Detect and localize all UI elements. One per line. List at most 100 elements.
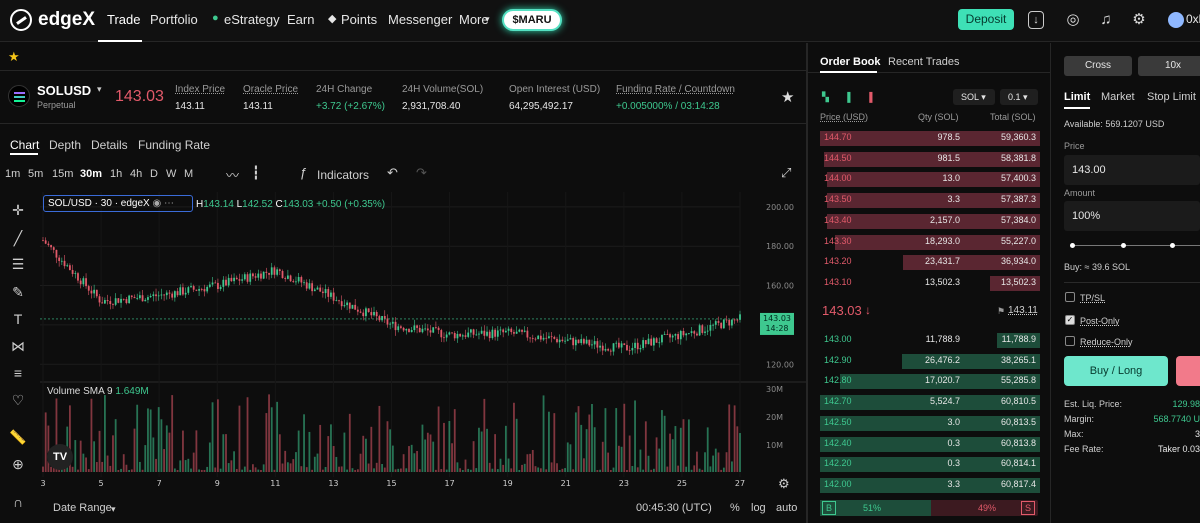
account-address[interactable]: 0xl bbox=[1186, 12, 1200, 26]
percent-toggle[interactable]: % bbox=[730, 502, 740, 514]
tradingview-logo[interactable]: TV bbox=[47, 444, 73, 470]
ask-row[interactable]: 143.10 13,502.3 13,502.3 bbox=[820, 275, 1040, 291]
chart-settings-icon[interactable]: ⚙ bbox=[778, 476, 790, 491]
symbol-dropdown-icon[interactable]: ▾ bbox=[97, 84, 102, 94]
nav-estrategy[interactable]: eStrategy bbox=[224, 12, 280, 27]
favorite-star-icon[interactable]: ★ bbox=[781, 89, 795, 106]
reduce-only-checkbox[interactable] bbox=[1065, 336, 1075, 346]
zoom-icon[interactable]: ⊕ bbox=[12, 456, 24, 472]
tpsl-checkbox[interactable] bbox=[1065, 292, 1075, 302]
tab-limit[interactable]: Limit bbox=[1064, 91, 1091, 103]
asset-select[interactable]: SOL ▾ bbox=[953, 89, 995, 105]
heart-icon[interactable]: ♡ bbox=[11, 392, 25, 408]
nav-earn[interactable]: Earn bbox=[287, 12, 315, 27]
amount-slider[interactable] bbox=[1072, 245, 1200, 246]
eye-icon[interactable]: ◉ ⋯ bbox=[152, 198, 175, 209]
bid-row[interactable]: 142.70 5,524.7 60,810.5 bbox=[820, 394, 1040, 411]
tf-d[interactable]: D bbox=[150, 168, 158, 180]
crosshair-icon[interactable]: ✛ bbox=[12, 202, 24, 218]
function-icon[interactable]: ƒ bbox=[300, 165, 308, 180]
deposit-button[interactable]: Deposit bbox=[958, 9, 1014, 30]
trendline-icon[interactable]: ╱ bbox=[13, 230, 23, 246]
candles-icon[interactable]: ┇ bbox=[252, 165, 260, 180]
volume-bar bbox=[483, 398, 486, 472]
magnet-icon[interactable]: ∩ bbox=[12, 494, 24, 510]
tab-order-book[interactable]: Order Book bbox=[820, 56, 881, 68]
nav-messenger[interactable]: Messenger bbox=[388, 12, 453, 27]
book-both-icon[interactable]: ▚ bbox=[822, 92, 829, 102]
ask-row[interactable]: 144.50 981.5 58,381.8 bbox=[820, 151, 1040, 167]
leverage-button[interactable]: 10x bbox=[1138, 56, 1200, 76]
tab-funding-rate[interactable]: Funding Rate bbox=[138, 138, 211, 152]
amount-input[interactable]: 100% bbox=[1064, 201, 1200, 231]
tf-1h[interactable]: 1h bbox=[110, 168, 123, 180]
sell-short-button[interactable] bbox=[1176, 356, 1200, 386]
maru-promo-button[interactable]: $MARU bbox=[502, 9, 562, 31]
tab-recent-trades[interactable]: Recent Trades bbox=[888, 56, 960, 68]
slider-dot[interactable] bbox=[1070, 243, 1075, 248]
logo[interactable]: edgeX bbox=[10, 9, 95, 31]
nav-trade[interactable]: Trade bbox=[107, 12, 141, 27]
post-only-checkbox[interactable]: ✓ bbox=[1065, 315, 1075, 325]
text-icon[interactable]: T bbox=[13, 311, 23, 327]
bid-row[interactable]: 142.90 26,476.2 38,265.1 bbox=[820, 353, 1040, 369]
tf-1m[interactable]: 1m bbox=[5, 168, 21, 180]
nav-more[interactable]: More bbox=[459, 12, 489, 27]
tf-15m[interactable]: 15m bbox=[52, 168, 74, 180]
ask-row[interactable]: 143.20 23,431.7 36,934.0 bbox=[820, 254, 1040, 271]
fullscreen-icon[interactable]: ⤢ bbox=[781, 165, 792, 180]
gear-icon[interactable]: ⚙ bbox=[1132, 11, 1146, 28]
ruler-icon[interactable]: 📏 bbox=[9, 429, 27, 445]
pattern-icon[interactable]: ⋈ bbox=[11, 338, 25, 354]
bid-row[interactable]: 142.20 0.3 60,814.1 bbox=[820, 456, 1040, 473]
tf-30m[interactable]: 30m bbox=[80, 168, 103, 180]
ask-row[interactable]: 144.00 13.0 57,400.3 bbox=[820, 171, 1040, 188]
indicators-button[interactable]: Indicators bbox=[317, 168, 370, 182]
nav-portfolio[interactable]: Portfolio bbox=[150, 12, 198, 27]
step-select[interactable]: 0.1 ▾ bbox=[1000, 89, 1038, 105]
ask-row[interactable]: 143.50 3.3 57,387.3 bbox=[820, 192, 1040, 209]
tab-details[interactable]: Details bbox=[91, 138, 128, 152]
date-range-button[interactable]: Date Range bbox=[53, 502, 112, 514]
symbol-name[interactable]: SOLUSD bbox=[37, 83, 92, 98]
slider-dot[interactable] bbox=[1121, 243, 1126, 248]
tab-stop-limit[interactable]: Stop Limit bbox=[1147, 91, 1196, 103]
avatar[interactable] bbox=[1168, 12, 1184, 28]
slider-dot[interactable] bbox=[1170, 243, 1175, 248]
tab-depth[interactable]: Depth bbox=[49, 138, 82, 152]
bid-row[interactable]: 142.50 3.0 60,813.5 bbox=[820, 415, 1040, 431]
book-asks-icon[interactable]: ▐ bbox=[866, 92, 873, 102]
ask-row[interactable]: 143.30 18,293.0 55,227.0 bbox=[820, 234, 1040, 250]
bell-icon[interactable]: ♫ bbox=[1100, 11, 1112, 28]
price-chart[interactable]: 200.00180.00160.00140.00120.0030M20M10M3… bbox=[40, 192, 806, 492]
undo-icon[interactable]: ↶ bbox=[387, 165, 398, 180]
fib-icon[interactable]: ☰ bbox=[11, 256, 25, 272]
log-toggle[interactable]: log bbox=[751, 502, 766, 514]
bid-row[interactable]: 142.80 17,020.7 55,285.8 bbox=[820, 373, 1040, 390]
price-input[interactable]: 143.00 bbox=[1064, 155, 1200, 185]
redo-icon[interactable]: ↷ bbox=[416, 165, 427, 180]
utc-clock[interactable]: 00:45:30 (UTC) bbox=[636, 502, 712, 514]
margin-mode-button[interactable]: Cross bbox=[1064, 56, 1132, 76]
globe-icon[interactable]: ◎ bbox=[1066, 11, 1080, 28]
tab-market[interactable]: Market bbox=[1101, 91, 1135, 103]
bid-row[interactable]: 143.00 11,788.9 11,788.9 bbox=[820, 332, 1040, 348]
bid-row[interactable]: 142.40 0.3 60,813.8 bbox=[820, 436, 1040, 452]
ask-row[interactable]: 143.40 2,157.0 57,384.0 bbox=[820, 213, 1040, 229]
nav-points[interactable]: Points bbox=[341, 12, 378, 27]
auto-toggle[interactable]: auto bbox=[776, 502, 798, 514]
book-bids-icon[interactable]: ▐ bbox=[844, 92, 851, 102]
tf-5m[interactable]: 5m bbox=[28, 168, 44, 180]
buy-long-button[interactable]: Buy / Long bbox=[1064, 356, 1168, 386]
bid-row[interactable]: 142.00 3.3 60,817.4 bbox=[820, 477, 1040, 493]
tab-chart[interactable]: Chart bbox=[10, 138, 40, 152]
download-icon[interactable]: ↓ bbox=[1028, 11, 1044, 29]
ask-row[interactable]: 144.70 978.5 59,360.3 bbox=[820, 130, 1040, 146]
tf-m[interactable]: M bbox=[184, 168, 194, 180]
position-icon[interactable]: ≡ bbox=[13, 365, 23, 381]
star-icon[interactable]: ★ bbox=[8, 49, 20, 64]
tf-w[interactable]: W bbox=[166, 168, 177, 180]
brush-icon[interactable]: ✎ bbox=[12, 284, 24, 300]
line-chart-icon[interactable]: 〰 bbox=[226, 168, 240, 183]
tf-4h[interactable]: 4h bbox=[130, 168, 143, 180]
